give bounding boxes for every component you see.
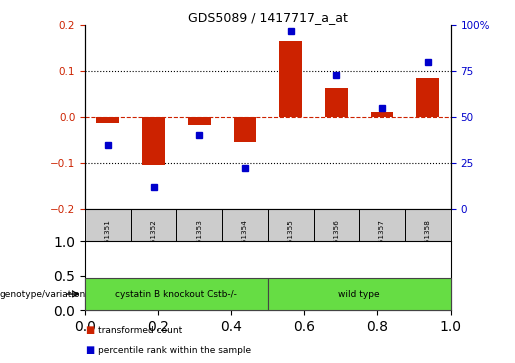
Bar [142,117,165,165]
Bar [85,209,131,278]
Bar [131,209,176,278]
Bar [96,117,119,123]
Bar [222,209,268,278]
Title: GDS5089 / 1417717_a_at: GDS5089 / 1417717_a_at [188,11,348,24]
Bar [371,111,393,117]
Text: GSM1151356: GSM1151356 [333,219,339,268]
Bar [233,117,256,142]
Bar [176,209,222,278]
Text: percentile rank within the sample: percentile rank within the sample [98,346,251,355]
Text: GSM1151358: GSM1151358 [425,219,431,268]
Text: transformed count: transformed count [98,326,182,335]
Bar [268,278,451,310]
Bar [405,209,451,278]
Text: GSM1151357: GSM1151357 [379,219,385,268]
Bar [279,41,302,117]
Text: GSM1151352: GSM1151352 [150,219,157,268]
Text: ■: ■ [85,345,94,355]
Text: wild type: wild type [338,290,380,298]
Bar [85,278,268,310]
Bar [416,78,439,117]
Text: GSM1151353: GSM1151353 [196,219,202,268]
Bar [188,117,211,125]
Text: ■: ■ [85,325,94,335]
Bar [268,209,314,278]
Text: genotype/variation: genotype/variation [0,290,86,298]
Bar [359,209,405,278]
Text: GSM1151351: GSM1151351 [105,219,111,268]
Text: GSM1151354: GSM1151354 [242,219,248,268]
Text: cystatin B knockout Cstb-/-: cystatin B knockout Cstb-/- [115,290,237,298]
Text: GSM1151355: GSM1151355 [288,219,294,268]
Bar [325,88,348,117]
Bar [314,209,359,278]
